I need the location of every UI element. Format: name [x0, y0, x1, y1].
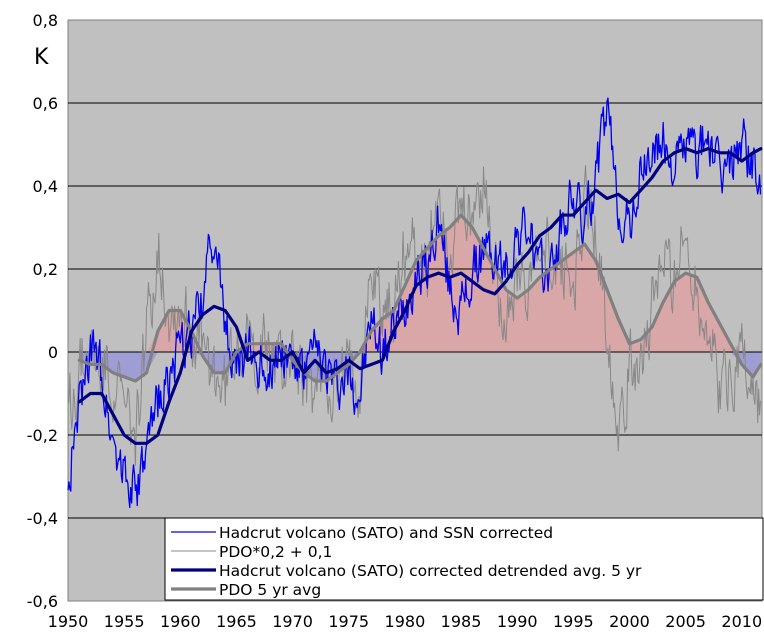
x-tick-label: 1975 [328, 612, 369, 631]
series-line-pdo-5yr [77, 213, 763, 383]
legend: Hadcrut volcano (SATO) and SSN corrected… [164, 517, 764, 601]
y-tick-label: -0,6 [27, 592, 58, 611]
pdo-negative-fill [79, 352, 761, 382]
x-tick-label: 1970 [272, 612, 313, 631]
x-tick-label: 1985 [441, 612, 482, 631]
x-tick-label: 1995 [553, 612, 594, 631]
y-tick-label: 0,6 [33, 94, 58, 113]
y-tick-label: -0,2 [27, 426, 58, 445]
x-tick-label: 2005 [665, 612, 706, 631]
legend-label-pdo: PDO*0,2 + 0,1 [219, 543, 332, 561]
series-line-hadcrut-detrended [77, 147, 763, 445]
legend-box [164, 517, 764, 601]
x-tick-label: 1980 [385, 612, 426, 631]
x-tick-label: 2000 [609, 612, 650, 631]
legend-label-hadcrut-detrended: Hadcrut volcano (SATO) corrected detrend… [219, 562, 642, 580]
x-tick-label: 1990 [497, 612, 538, 631]
x-tick-label: 1965 [216, 612, 257, 631]
x-tick-labels: 1950 1955 1960 1965 1970 1975 1980 1985 1990 1995… [48, 612, 763, 631]
x-tick-label: 1955 [104, 612, 145, 631]
y-tick-label: 0 [48, 343, 58, 362]
y-tick-label: 0,4 [33, 177, 58, 196]
legend-label-pdo-5yr: PDO 5 yr avg [219, 581, 321, 599]
y-tick-label: 0,8 [33, 11, 58, 30]
x-tick-label: 2010 [721, 612, 762, 631]
x-tick-label: 1960 [160, 612, 201, 631]
y-tick-label: 0,2 [33, 260, 58, 279]
series-line-pdo [67, 164, 761, 466]
y-tick-labels: -0,6 -0,4 -0,2 0 0,2 0,4 0,6 0,8 [27, 11, 58, 611]
series-lines [67, 97, 763, 509]
legend-label-hadcrut-corrected: Hadcrut volcano (SATO) and SSN corrected [219, 524, 553, 542]
x-tick-label: 1950 [48, 612, 89, 631]
y-axis-unit-label: K [34, 45, 49, 70]
y-tick-label: -0,4 [27, 509, 58, 528]
